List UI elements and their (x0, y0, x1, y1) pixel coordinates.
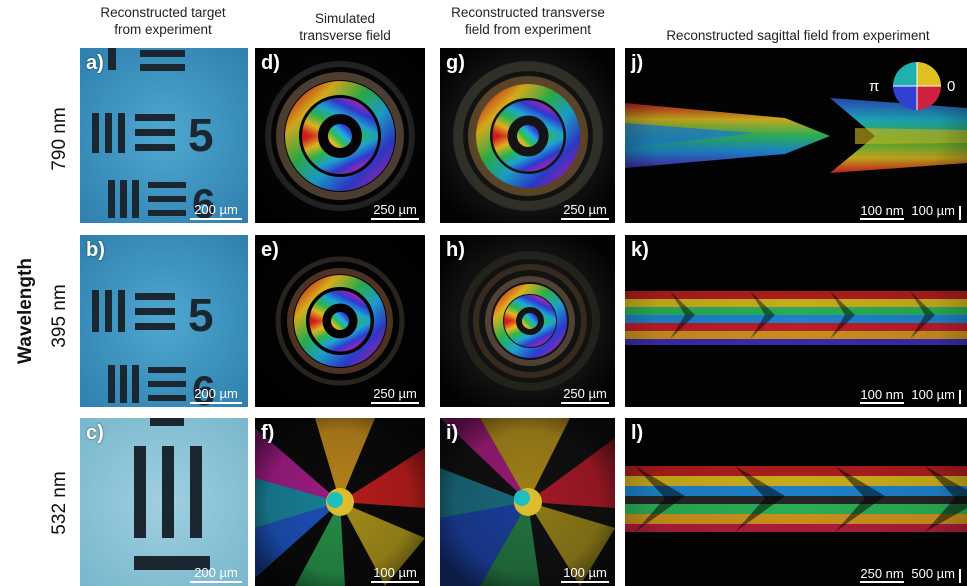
panel-l-sagittal-532: l) 250 nm 500 µm (625, 418, 967, 586)
panel-label: h) (446, 239, 465, 261)
panel-label: b) (86, 239, 105, 261)
panel-d-simulated-790: d) 250 µm (255, 48, 425, 223)
panel-label: d) (261, 52, 280, 74)
panel-label: g) (446, 52, 465, 74)
column-header-simulated: Simulated transverse field (299, 11, 391, 43)
panel-c-target-532: c) 200 µm (80, 418, 248, 586)
scalebar: 250 µm (371, 386, 419, 404)
phase-colorwheel-legend: π 0 (869, 62, 959, 110)
panel-label: a) (86, 52, 104, 74)
scalebar: 100 µm (561, 565, 609, 583)
panel-g-reconstructed-790: g) 250 µm (440, 48, 615, 223)
y-axis-label: Wavelength (15, 258, 36, 364)
panel-label: j) (631, 52, 644, 74)
row-label-395: 395 nm (49, 284, 70, 348)
panel-b-target-395: 5 6 b) 200 µm (80, 235, 248, 407)
scalebar: 200 µm (190, 386, 242, 404)
phase-label-pi: π (869, 78, 880, 95)
scalebar: 250 µm (561, 202, 609, 220)
target-digit: 5 (188, 289, 214, 341)
panel-label: f) (261, 422, 275, 444)
column-header-reconstructed-transverse: Reconstructed transverse field from expe… (451, 5, 605, 37)
panel-j-sagittal-790: j) π 0 100 nm 100 µm (625, 48, 967, 223)
scalebar: 200 µm (190, 202, 242, 220)
panel-label: e) (261, 239, 279, 261)
target-digit: 5 (188, 109, 214, 161)
panel-h-reconstructed-395: h) 250 µm (440, 235, 615, 407)
row-label-532: 532 nm (49, 471, 70, 535)
target-digit: 6 (192, 180, 215, 223)
colorwheel-icon (893, 62, 941, 110)
scalebar: 250 µm (561, 386, 609, 404)
scalebar: 200 µm (190, 565, 242, 583)
scalebar: 100 nm 100 µm (860, 203, 961, 220)
row-label-790: 790 nm (49, 107, 70, 171)
panel-a-target-790: 5 6 a) 200 µm (80, 48, 248, 223)
scalebar: 250 µm (371, 202, 419, 220)
column-header-target: Reconstructed target from experiment (100, 5, 226, 37)
panel-e-simulated-395: e) 250 µm (255, 235, 425, 407)
panel-label: i) (446, 422, 459, 444)
panel-i-reconstructed-532: i) 100 µm (440, 418, 615, 586)
panel-f-simulated-532: f) 100 µm (255, 418, 425, 586)
column-header-sagittal: Reconstructed sagittal field from experi… (666, 28, 930, 43)
panel-label: c) (86, 422, 104, 444)
scalebar: 250 nm 500 µm (860, 566, 961, 583)
scalebar: 100 nm 100 µm (860, 387, 961, 404)
target-digit: 6 (192, 367, 215, 407)
panel-k-sagittal-395: k) 100 nm 100 µm (625, 235, 967, 407)
phase-label-zero: 0 (947, 78, 956, 95)
scalebar: 100 µm (371, 565, 419, 583)
panel-label: l) (631, 422, 644, 444)
panel-label: k) (631, 239, 649, 261)
